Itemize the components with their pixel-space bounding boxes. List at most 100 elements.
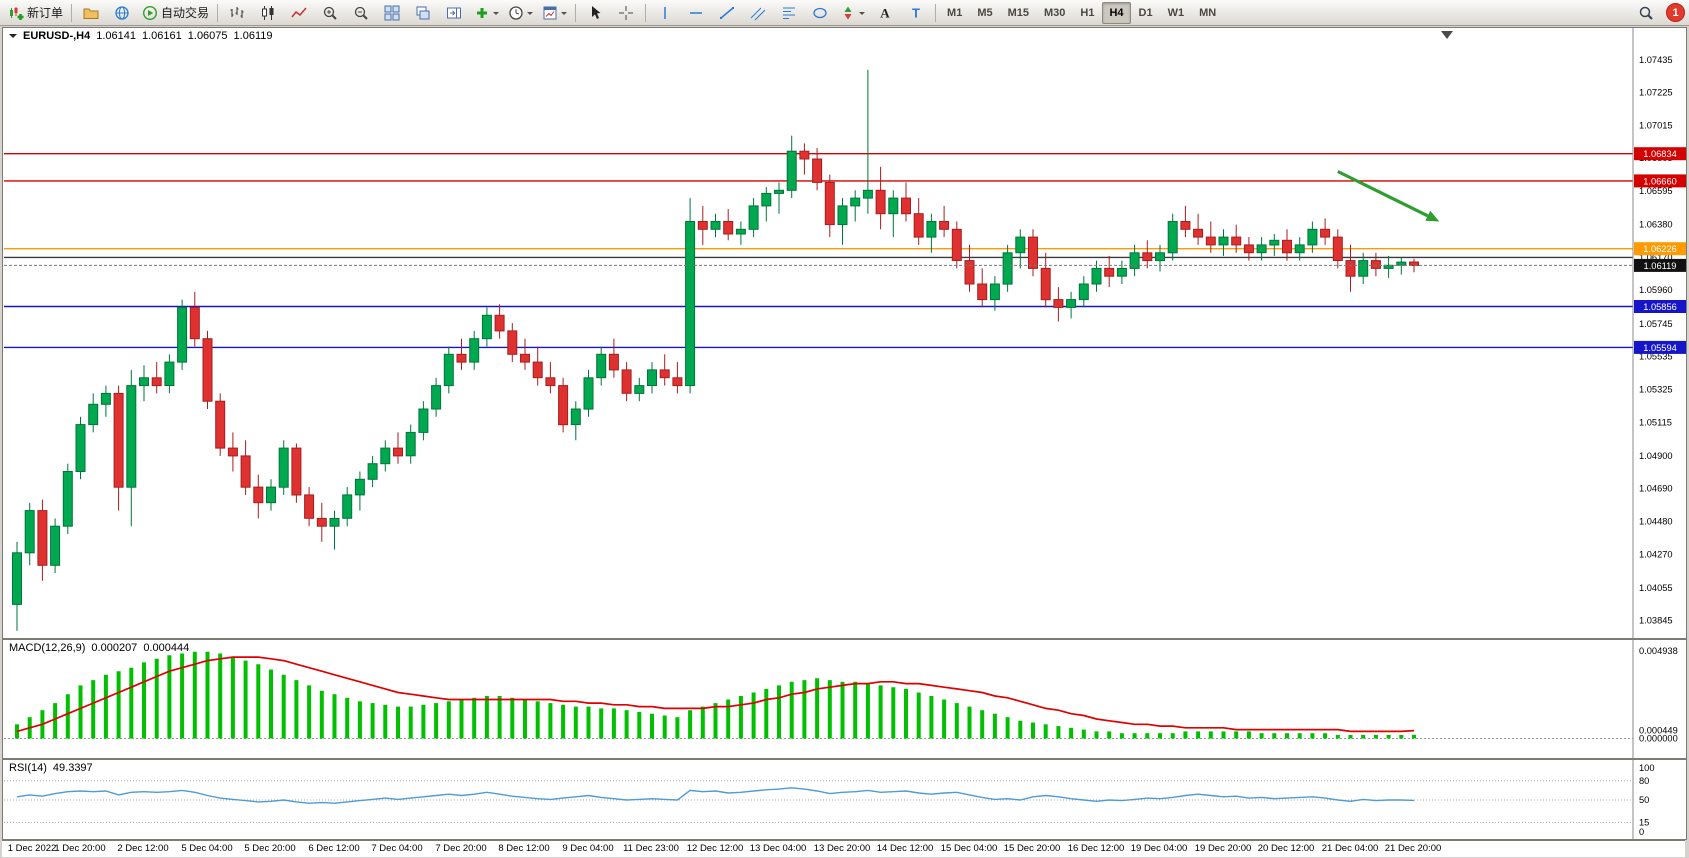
charts-profile-button[interactable] [76,1,106,25]
chevron-down-icon [859,11,866,18]
vline-icon [657,5,673,21]
zoom-out-icon [353,5,369,21]
chart-shift-button[interactable] [439,1,469,25]
chart-background[interactable] [3,28,1686,638]
toolbar-separator [935,3,937,22]
time-tick-label: 8 Dec 12:00 [498,843,550,854]
price-tick-label: 1.03845 [1639,616,1673,626]
notifications-badge[interactable]: 1 [1666,3,1685,22]
toolbar-separator [645,3,647,22]
trend-arrow-annotation[interactable] [1337,170,1440,222]
time-tick-label: 2 Dec 12:00 [117,843,169,854]
macd-tick-label: 0.004938 [1639,646,1678,656]
price-tick-label: 1.04270 [1639,549,1673,559]
time-tick-label: 13 Dec 20:00 [813,843,871,854]
chevron-down-icon [493,11,500,18]
svg-text:1.06660: 1.06660 [1643,176,1677,186]
time-tick-label: 9 Dec 04:00 [562,843,614,854]
macd-signal-line [16,656,1415,733]
chevron-down-icon [561,11,568,18]
search-button[interactable] [1631,1,1661,25]
cursor-button[interactable] [580,1,610,25]
time-tick-label: 14 Dec 12:00 [876,843,934,854]
timeframe-M30[interactable]: M30 [1044,6,1066,19]
time-tick-label: 19 Dec 04:00 [1130,843,1188,854]
horizontal-line-button[interactable] [681,1,711,25]
price-tick-label: 1.07015 [1639,120,1673,130]
macd-indicator-panel[interactable]: 0.004938 0.000449 0.000000 MACD(12,26,9) 0… [2,639,1687,759]
crosshair-button[interactable] [611,1,641,25]
time-tick-label: 7 Dec 20:00 [435,843,487,854]
autotrading-label: 自动交易 [161,6,210,20]
timeframe-W1[interactable]: W1 [1167,6,1185,19]
timeframe-H4[interactable]: H4 [1102,1,1131,24]
price-tick-label: 1.06170 [1639,252,1673,262]
templates-button[interactable] [538,1,571,25]
shapes-button[interactable] [805,1,835,25]
timeframe-MN[interactable]: MN [1199,6,1217,19]
cascade-windows-button[interactable] [408,1,438,25]
timeframe-M15[interactable]: M15 [1007,6,1029,19]
magnifier-icon [1638,5,1654,21]
rsi-tick-label: 50 [1639,795,1649,805]
support-line-1-price-box: 1.05856 [1634,300,1686,313]
zoom-out-button[interactable] [346,1,376,25]
chart-line-button[interactable] [284,1,314,25]
rsi-tick-label: 15 [1639,817,1649,827]
macd-histogram [15,651,1416,739]
one-click-collapse-icon[interactable] [9,34,17,42]
price-tick-label: 1.05535 [1639,352,1673,362]
time-tick-label: 1 Dec 20:00 [54,843,106,854]
support-line-2-price-box: 1.05594 [1634,340,1686,354]
timeframe-M5[interactable]: M5 [977,6,993,19]
svg-text:T: T [912,5,920,20]
autotrading-button[interactable]: 自动交易 [138,1,213,25]
globe-icon [114,5,130,21]
shift-icon [446,5,462,21]
timeframe-D1[interactable]: D1 [1138,6,1153,19]
periods-button[interactable] [504,1,537,25]
toolbar-separator [217,3,219,22]
trendline-button[interactable] [712,1,742,25]
price-tick-label: 1.05960 [1639,285,1673,295]
chart-shift-marker[interactable] [1441,31,1453,39]
arrows-button[interactable] [836,1,869,25]
tile-windows-button[interactable] [377,1,407,25]
toolbar: 新订单 自动交易 A T M1 M5 M15 M30 H1 H4 D1 W1 MN 1 [0,0,1689,26]
tile-icon [384,5,400,21]
time-axis[interactable]: 1 Dec 2022 1 Dec 20:00 2 Dec 12:00 5 Dec 04… [2,840,1685,857]
chart-bars-button[interactable] [222,1,252,25]
text-icon: A [877,5,893,21]
time-tick-label: 15 Dec 04:00 [940,843,998,854]
main-chart-panel[interactable]: 1.074351.072251.070151.068051.065951.063… [2,27,1687,639]
indicators-button[interactable] [470,1,503,25]
zoom-in-button[interactable] [315,1,345,25]
indicators-icon [474,5,490,21]
chart-candles-button[interactable] [253,1,283,25]
new-order-icon [8,5,24,21]
fibo-icon [781,5,797,21]
svg-text:1.05594: 1.05594 [1643,343,1677,353]
fibonacci-button[interactable] [774,1,804,25]
pivot-line-price-box: 1.06226 [1634,242,1686,256]
macd-tick-label: 0.000449 [1639,726,1678,736]
text-button[interactable]: A [870,1,900,25]
price-tick-label: 1.05325 [1639,385,1673,395]
timeframe-M1[interactable]: M1 [947,6,963,19]
cursor-icon [587,5,603,21]
crosshair-icon [618,5,634,21]
timeframe-H1[interactable]: H1 [1080,6,1095,19]
play-icon [142,5,158,21]
template-icon [542,5,558,21]
vertical-line-button[interactable] [650,1,680,25]
rsi-line [16,787,1415,804]
equidistant-channel-button[interactable] [743,1,773,25]
folder-chart-icon [83,5,99,21]
community-button[interactable] [107,1,137,25]
price-tick-label: 1.07435 [1639,55,1673,65]
text-label-button[interactable]: T [901,1,931,25]
new-order-button[interactable]: 新订单 [4,1,67,25]
rsi-indicator-panel[interactable]: 100 80 50 15 0 RSI(14) 49.3397 [2,759,1687,840]
time-tick-label: 21 Dec 04:00 [1321,843,1379,854]
price-tick-label: 1.04900 [1639,451,1673,461]
